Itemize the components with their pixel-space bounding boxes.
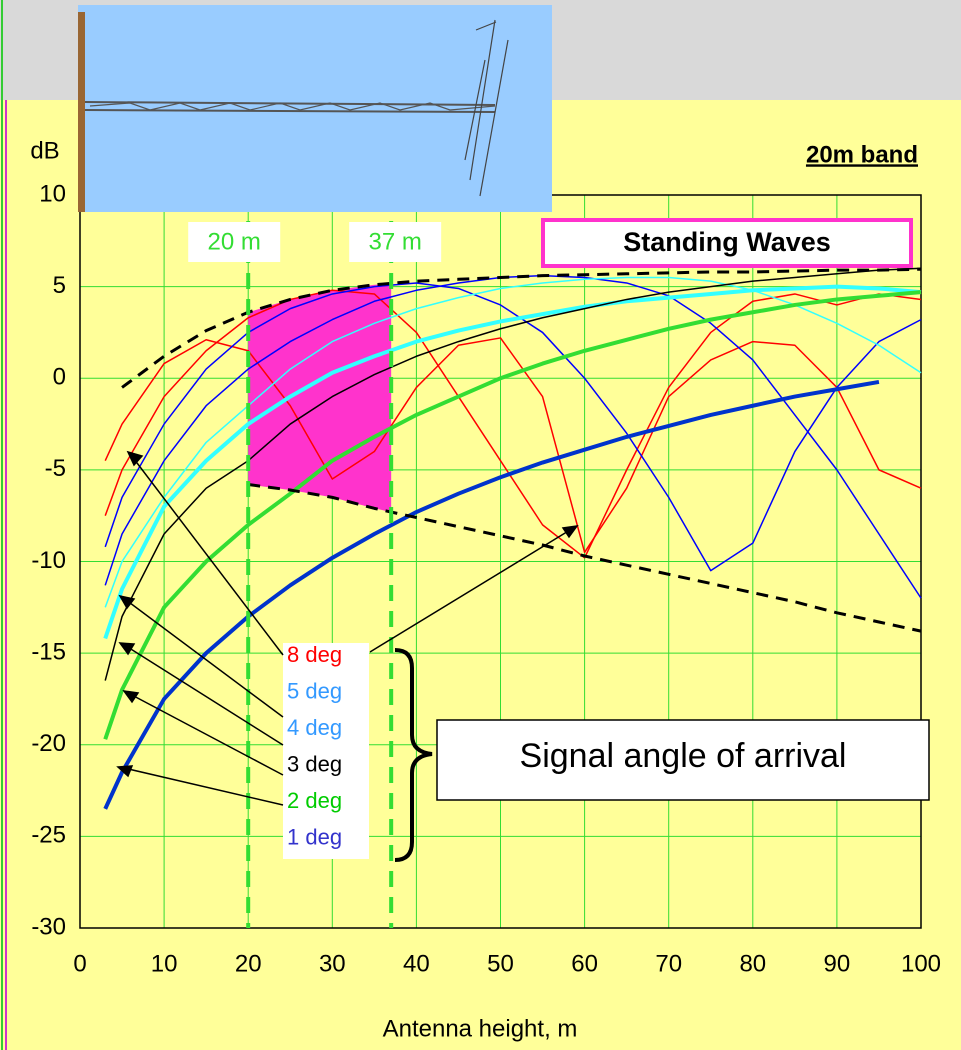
legend-label: 8 deg [287,642,342,667]
pole [78,12,85,212]
legend-label: 2 deg [287,788,342,813]
y-tick-label: -5 [45,455,66,482]
x-tick-label: 30 [319,950,346,977]
y-tick-label: -10 [31,547,66,574]
highlight-region [248,283,391,512]
x-tick-label: 50 [487,950,514,977]
x-tick-label: 10 [151,950,178,977]
x-tick-label: 70 [655,950,682,977]
marker-label: 20 m [208,228,261,255]
x-axis-title: Antenna height, m [383,1015,578,1042]
band-label: 20m band [806,141,918,168]
chart: 0 10 20 30 40 50 60 70 80 90 100 -30 -25 -20 -15 -10 -5 0… [0,0,961,1050]
x-tick-label: 40 [403,950,430,977]
annotation: Signal angle of arrival [520,737,847,775]
y-tick-label: -20 [31,730,66,757]
y-tick-label: -30 [31,913,66,940]
x-tick-label: 0 [73,950,86,977]
legend-label: 5 deg [287,678,342,703]
legend-label: 4 deg [287,715,342,740]
legend-label: 3 deg [287,751,342,776]
x-tick-label: 100 [901,950,941,977]
y-tick-label: 0 [53,364,66,391]
y-tick-label: -25 [31,822,66,849]
chart-title: Standing Waves [623,227,831,257]
x-tick-label: 60 [571,950,598,977]
y-tick-label: -15 [31,638,66,665]
y-tick-label: 10 [39,180,66,207]
x-tick-label: 90 [824,950,851,977]
antenna-picture [78,5,552,212]
y-tick-label: 5 [53,272,66,299]
y-unit: dB [30,137,59,164]
marker-label: 37 m [368,228,421,255]
x-tick-label: 20 [235,950,262,977]
legend-label: 1 deg [287,824,342,849]
x-tick-label: 80 [739,950,766,977]
